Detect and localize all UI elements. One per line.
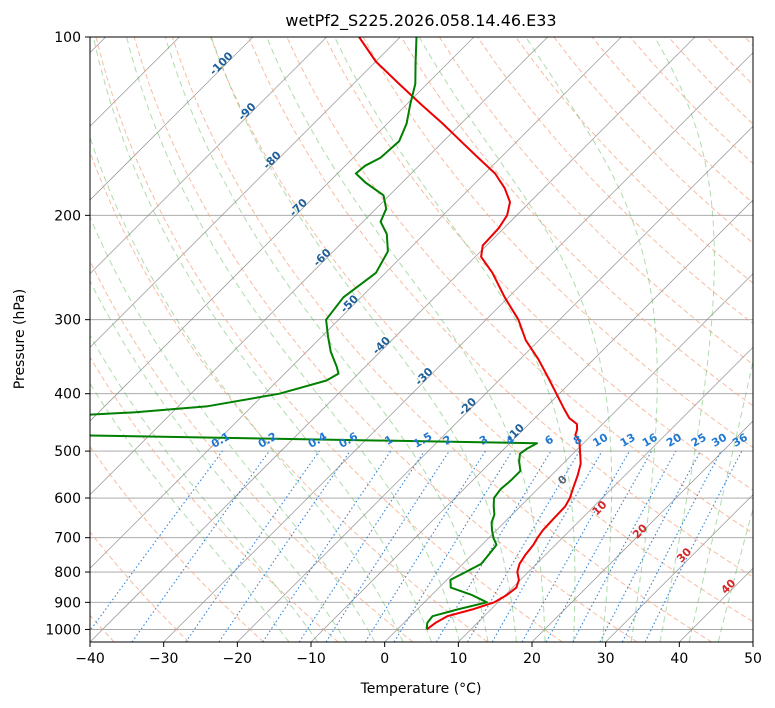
dry-adiabat-line — [324, 37, 753, 491]
grid-layer — [90, 37, 753, 642]
isotherm-line — [90, 37, 254, 201]
moist-adiabat-line — [90, 135, 404, 642]
y-tick-label: 900 — [54, 595, 81, 611]
isotherm-line — [90, 37, 548, 496]
moist-adiabat-line — [210, 37, 517, 642]
mixing-ratio-line — [131, 450, 270, 642]
y-axis-label: Pressure (hPa) — [12, 289, 28, 389]
y-tick-label: 400 — [54, 387, 81, 403]
dewpoint-profile-line — [90, 37, 538, 630]
chart-title: wetPf2_S225.2026.058.14.46.E33 — [285, 11, 556, 31]
dry-adiabats — [90, 37, 753, 642]
y-tick-label: 1000 — [45, 622, 81, 638]
mixing-ratio-line — [644, 450, 743, 642]
moist-adiabat-line — [654, 37, 715, 642]
moist-adiabat-line — [92, 37, 432, 642]
isotherm-line — [90, 37, 327, 275]
x-tick-label: 20 — [523, 651, 541, 667]
moist-adiabat-line — [90, 334, 319, 642]
moist-adiabats — [90, 37, 753, 642]
dry-adiabat-line — [171, 37, 712, 642]
x-tick-label: −20 — [223, 651, 253, 667]
mixing-ratio-line — [185, 450, 320, 642]
moist-adiabat-line — [525, 37, 658, 642]
x-tick-label: 50 — [744, 651, 762, 667]
isotherm-line — [90, 37, 401, 348]
dry-adiabat-line — [248, 37, 753, 578]
isotherm-line — [90, 37, 696, 642]
y-tick-label: 500 — [54, 444, 81, 460]
x-axis-label: Temperature (°C) — [360, 681, 482, 697]
x-axis-ticks: −40 −30 −20 −10 0 10 20 30 40 50 — [75, 642, 762, 667]
dry-adiabat-line — [90, 356, 339, 642]
isotherm-line — [458, 346, 753, 642]
x-tick-label: 40 — [670, 651, 688, 667]
x-tick-label: −40 — [75, 651, 105, 667]
mixing-ratio-line — [298, 450, 425, 642]
isotherm-line — [605, 494, 753, 642]
moist-adiabat-line — [266, 37, 546, 642]
y-tick-label: 600 — [54, 491, 81, 507]
mixing-ratio-line — [90, 450, 223, 632]
mixing-ratio-line — [218, 450, 351, 642]
dry-adiabat-line — [210, 37, 753, 623]
dry-adiabat-line — [90, 150, 488, 642]
isotherm-line — [531, 420, 753, 642]
dry-adiabat-line — [400, 37, 753, 407]
dry-adiabat-line — [438, 37, 753, 366]
moist-adiabat-line — [164, 37, 489, 642]
y-tick-label: 700 — [54, 531, 81, 547]
moist-adiabat-line — [126, 37, 461, 642]
dry-adiabat-line — [95, 37, 563, 642]
mixing-ratio-line — [521, 450, 630, 642]
dry-adiabat-line — [90, 445, 264, 642]
moist-adiabat-line — [90, 382, 290, 642]
isotherm-line — [163, 52, 753, 642]
x-tick-label: 0 — [380, 651, 389, 667]
moist-adiabat-line — [418, 37, 613, 642]
dry-adiabat-line — [133, 37, 638, 642]
dry-adiabat-line — [90, 259, 414, 642]
isotherm-line — [90, 37, 475, 422]
y-tick-label: 300 — [54, 313, 81, 329]
isotherm-line — [384, 273, 753, 642]
moist-adiabat-line — [688, 358, 753, 642]
y-tick-label: 100 — [54, 30, 81, 46]
mixing-ratio-line — [393, 450, 513, 642]
mixing-ratio-line — [325, 450, 450, 642]
y-tick-label: 200 — [54, 208, 81, 224]
mixing-ratio-line — [262, 450, 392, 642]
x-tick-label: 10 — [449, 651, 467, 667]
isotherm-line — [237, 125, 753, 642]
profile-lines — [90, 37, 582, 631]
isotherm-line — [90, 37, 622, 569]
moist-adiabat-line — [90, 215, 376, 642]
dry-adiabat-line — [515, 37, 753, 284]
mixing-ratio-line — [572, 450, 677, 642]
y-tick-label: 800 — [54, 565, 81, 581]
plot-frame — [89, 36, 754, 643]
temperature-profile-line — [358, 37, 582, 631]
y-axis-ticks: 100 200 300 400 500 600 700 800 900 1000 — [45, 30, 90, 638]
mixing-ratio-line — [545, 450, 653, 642]
x-tick-label: −30 — [149, 651, 179, 667]
moist-adiabat-line — [334, 37, 576, 642]
x-tick-label: −10 — [296, 651, 326, 667]
mixing-ratio-lines — [90, 450, 743, 642]
x-tick-label: 30 — [597, 651, 615, 667]
dry-adiabat-line — [90, 531, 190, 642]
moist-adiabat-line — [717, 506, 753, 642]
